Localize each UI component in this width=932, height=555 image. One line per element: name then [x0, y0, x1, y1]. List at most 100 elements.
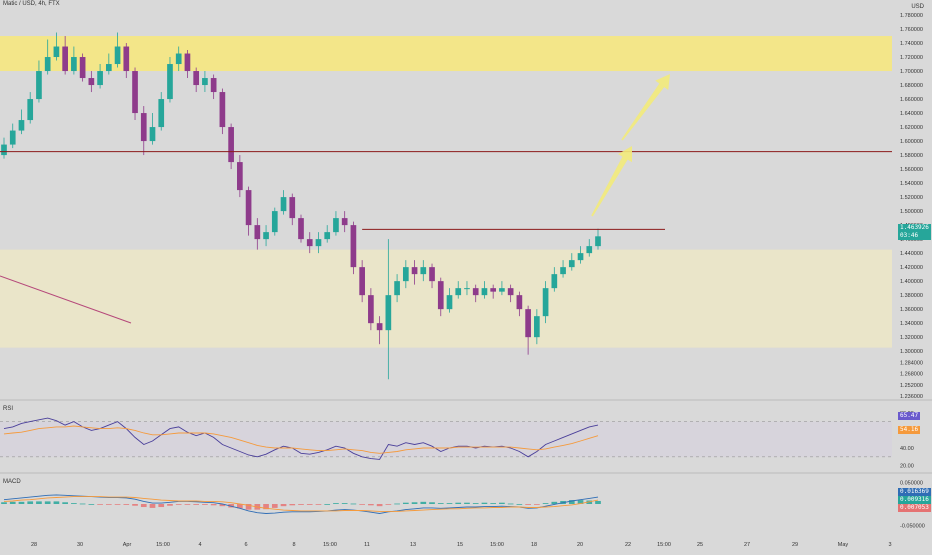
macd-hist-bar-36: [315, 504, 322, 505]
zone-1: [0, 249, 892, 348]
macd-hist-bar-38: [333, 503, 339, 504]
candle-body-27: [237, 162, 243, 191]
macd-hist-bar-1: [9, 501, 16, 504]
price-tick-18: 1.420000: [900, 265, 923, 271]
candle-body-36: [315, 239, 322, 247]
candle-body-56: [490, 288, 497, 292]
x-tick-14: 22: [625, 542, 631, 548]
macd-hist-bar-48: [420, 501, 427, 504]
candle-body-14: [123, 46, 130, 72]
candle-body-48: [420, 267, 427, 275]
candle-body-49: [429, 267, 435, 282]
macd-hist-bar-59: [516, 504, 523, 505]
x-tick-19: May: [838, 542, 849, 548]
x-tick-10: 15: [457, 542, 463, 548]
macd-hist-bar-66: [577, 500, 584, 504]
price-tick-4: 1.700000: [900, 69, 923, 75]
x-tick-17: 27: [744, 542, 750, 548]
macd-hist-bar-62: [542, 503, 549, 504]
candle-body-17: [149, 127, 156, 142]
macd-hist-bar-31: [271, 504, 278, 508]
x-tick-8: 11: [364, 542, 370, 548]
candle-body-2: [18, 120, 25, 131]
x-tick-13: 20: [577, 542, 583, 548]
candle-body-34: [298, 218, 304, 240]
candle-body-25: [219, 92, 226, 128]
price-tick-8: 1.620000: [900, 125, 923, 131]
candle-body-61: [534, 316, 540, 338]
macd-hist-bar-52: [455, 502, 462, 504]
price-tick-10: 1.580000: [900, 153, 923, 159]
candle-body-45: [394, 281, 400, 296]
macd-tick-0: 0.050000: [900, 480, 923, 486]
candle-body-21: [184, 53, 191, 72]
candle-body-43: [376, 323, 383, 331]
price-tick-17: 1.440000: [900, 251, 923, 257]
macd-value-tag: 0.016369: [898, 488, 931, 496]
price-tick-20: 1.380000: [900, 293, 923, 299]
macd-hist-bar-46: [402, 502, 409, 504]
macd-hist-bar-0: [1, 502, 7, 504]
price-tick-27: 1.252000: [900, 383, 923, 389]
macd-hist-bar-65: [568, 500, 575, 504]
candle-body-31: [271, 211, 278, 233]
macd-hist-bar-24: [210, 504, 217, 506]
candle-body-38: [333, 218, 339, 233]
macd-series-0: [3, 494, 599, 514]
macd-hist-bar-6: [53, 501, 60, 504]
candle-body-22: [193, 71, 200, 86]
projection-arrow-1: [621, 74, 670, 141]
macd-hist-bar-2: [18, 501, 25, 504]
price-tick-26: 1.268000: [900, 372, 923, 378]
macd-hist-bar-25: [219, 504, 226, 507]
price-tick-28: 1.236000: [900, 394, 923, 400]
candle-body-65: [568, 260, 575, 268]
macd-hist-bar-37: [324, 504, 331, 505]
x-tick-7: 15:00: [323, 542, 337, 548]
candle-body-58: [507, 288, 514, 296]
candle-body-3: [27, 99, 34, 121]
candle-body-39: [341, 218, 348, 226]
candle-body-24: [210, 78, 217, 93]
x-tick-0: 28: [31, 542, 37, 548]
macd-hist-bar-44: [385, 504, 392, 505]
candle-body-9: [79, 57, 86, 79]
macd-hist-bar-13: [114, 504, 121, 505]
candle-body-41: [359, 267, 365, 296]
price-tick-24: 1.300000: [900, 349, 923, 355]
rsi-series-0: [3, 417, 599, 460]
macd-hist-bar-63: [551, 501, 558, 504]
macd-hist-bar-30: [263, 504, 269, 510]
macd-hist-bar-26: [228, 504, 234, 508]
x-tick-4: 4: [198, 542, 201, 548]
macd-hist-bar-16: [140, 504, 147, 508]
candle-body-55: [481, 288, 488, 296]
candle-body-26: [228, 127, 234, 163]
rsi-series-1: [3, 425, 599, 454]
rsi-ma-value-tag: 54.16: [898, 426, 921, 434]
macd-hist-bar-33: [289, 504, 296, 506]
price-tick-21: 1.360000: [900, 307, 923, 313]
macd-hist-bar-20: [175, 504, 182, 505]
macd-hist-bar-47: [411, 502, 418, 504]
macd-hist-bar-22: [193, 504, 200, 505]
candle-body-5: [44, 57, 51, 72]
macd-hist-bar-54: [472, 503, 479, 504]
macd-hist-bar-19: [167, 504, 173, 506]
candle-body-68: [595, 236, 601, 247]
macd-hist-bar-10: [88, 504, 95, 505]
macd-hist-bar-7: [62, 502, 68, 504]
x-tick-20: 3: [888, 542, 891, 548]
macd-hist-bar-32: [280, 504, 287, 507]
candle-body-35: [306, 239, 313, 247]
candle-body-57: [499, 288, 505, 292]
candle-body-59: [516, 295, 523, 310]
macd-hist-bar-35: [306, 504, 313, 505]
candle-body-0: [1, 144, 7, 156]
candle-body-52: [455, 288, 462, 296]
candle-body-33: [289, 197, 296, 219]
macd-hist-bar-8: [71, 503, 77, 504]
candle-body-16: [140, 113, 147, 142]
